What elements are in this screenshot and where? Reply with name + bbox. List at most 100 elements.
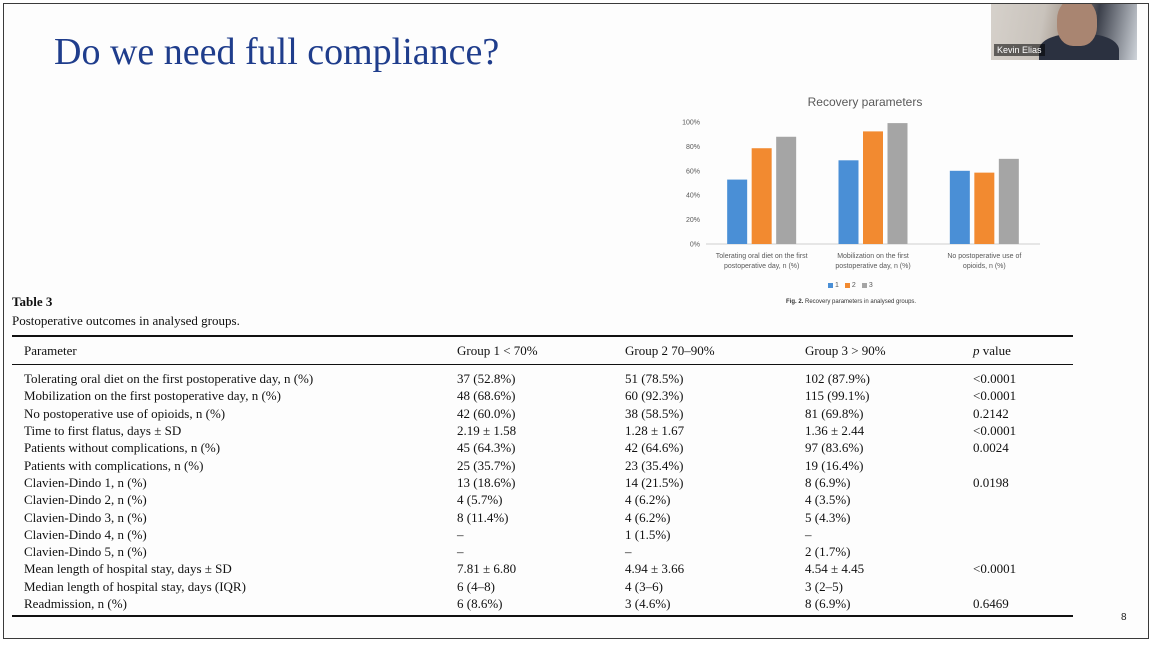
table-row: Patients with complications, n (%) 25 (35… <box>12 456 1073 473</box>
cell-group-2: 3 (4.6%) <box>625 596 671 611</box>
x-category-label: postoperative day, n (%) <box>835 263 910 270</box>
cell-p-value <box>961 508 1073 525</box>
chart-title: Recovery parameters <box>807 95 923 109</box>
cell-group-2: 4.94 ± 3.66 <box>625 561 685 577</box>
cell-group-1: 48 (68.6%) <box>457 388 516 404</box>
cell-p-value <box>961 543 1073 560</box>
header-group-1: Group 1 < 70% <box>457 342 538 358</box>
table-row: Clavien-Dindo 3, n (%) 8 (11.4%) 4 (6.2%) 5… <box>12 508 1073 525</box>
cell-parameter: No postoperative use of opioids, n (%) <box>24 405 226 421</box>
cell-p-value <box>961 456 1073 473</box>
cell-group-2: 4 (3–6) <box>625 578 663 594</box>
cell-group-1: 6 (4–8) <box>457 578 495 594</box>
cell-group-2: 51 (78.5%) <box>625 371 684 387</box>
cell-p-value: 0.0198 <box>973 474 1009 490</box>
table-header-row: Parameter Group 1 < 70% Group 2 70–90% G… <box>12 340 1073 364</box>
cell-group-3: 81 (69.8%) <box>805 405 864 421</box>
table-row: Clavien-Dindo 5, n (%) – – 2 (1.7%) <box>12 543 1073 560</box>
cell-p-value: 0.2142 <box>973 405 1009 421</box>
cell-group-3: 8 (6.9%) <box>805 474 851 490</box>
x-category-label: postoperative day, n (%) <box>724 263 799 270</box>
table-row: No postoperative use of opioids, n (%) 42… <box>12 405 1073 422</box>
cell-group-2: 38 (58.5%) <box>625 405 684 421</box>
cell-group-1: 2.19 ± 1.58 <box>457 423 517 439</box>
x-category-label: Mobilization on the first <box>837 253 909 260</box>
cell-group-2: 42 (64.6%) <box>625 440 684 456</box>
cell-group-2: 23 (35.4%) <box>625 457 684 473</box>
y-tick-label: 80% <box>686 144 700 151</box>
page-number: 8 <box>1121 612 1127 623</box>
cell-p-value: <0.0001 <box>973 371 1017 387</box>
bar-series-1 <box>727 179 748 244</box>
header-p-value: p value <box>973 342 1011 358</box>
legend-swatch <box>861 283 867 288</box>
bar-series-3 <box>998 158 1019 244</box>
bar-series-2 <box>974 172 995 244</box>
table-row: Time to first flatus, days ± SD 2.19 ± 1.… <box>12 422 1073 439</box>
cell-group-2: 4 (6.2%) <box>625 492 671 508</box>
y-tick-label: 100% <box>682 120 700 127</box>
cell-p-value: <0.0001 <box>973 388 1017 404</box>
cell-p-value: 0.6469 <box>973 596 1009 611</box>
cell-parameter: Patients without complications, n (%) <box>24 440 221 456</box>
cell-p-value <box>961 526 1073 543</box>
figure-caption-text: Recovery parameters in analysed groups. <box>805 299 917 305</box>
cell-parameter: Mean length of hospital stay, days ± SD <box>24 561 232 577</box>
cell-parameter: Tolerating oral diet on the first postop… <box>24 371 314 387</box>
table-row: Mobilization on the first postoperative … <box>12 387 1073 404</box>
table-row: Median length of hospital stay, days (IQ… <box>12 578 1073 595</box>
cell-group-3: 8 (6.9%) <box>805 596 851 611</box>
cell-group-1: 4 (5.7%) <box>457 492 503 508</box>
cell-group-2: 1 (1.5%) <box>625 526 671 542</box>
recovery-bar-chart: 0% 20% 40% 60% 80% 100% Tolerating oral diet o… <box>682 120 1040 270</box>
cell-group-2: 1.28 ± 1.67 <box>625 423 685 439</box>
bar-series-1 <box>949 170 970 244</box>
bar-series-2 <box>751 148 772 244</box>
chart-legend: 1 2 3 <box>828 282 873 289</box>
table-bottom-rule <box>12 615 1073 617</box>
cell-group-3: 2 (1.7%) <box>805 544 851 560</box>
cell-group-3: 115 (99.1%) <box>805 388 870 404</box>
cell-parameter: Patients with complications, n (%) <box>24 457 204 473</box>
cell-parameter: Clavien-Dindo 2, n (%) <box>24 492 147 508</box>
table-row: Readmission, n (%) 6 (8.6%) 3 (4.6%) 8 (6.9… <box>12 595 1073 612</box>
cell-group-2: – <box>625 544 632 560</box>
cell-group-3: 5 (4.3%) <box>805 509 851 525</box>
cell-group-2: 4 (6.2%) <box>625 509 671 525</box>
outcomes-table: Parameter Group 1 < 70% Group 2 70–90% G… <box>12 340 1073 612</box>
table-top-rule <box>12 335 1073 337</box>
y-tick-label: 40% <box>686 193 700 200</box>
cell-parameter: Mobilization on the first postoperative … <box>24 388 281 404</box>
x-category-label: Tolerating oral diet on the first <box>716 253 808 260</box>
y-tick-label: 20% <box>686 217 700 224</box>
cell-group-1: – <box>457 544 464 560</box>
cell-group-3: 19 (16.4%) <box>805 457 864 473</box>
table-header-rule <box>12 364 1073 365</box>
legend-label: 1 <box>835 282 839 289</box>
y-tick-label: 60% <box>686 168 700 175</box>
cell-parameter: Clavien-Dindo 1, n (%) <box>24 474 147 490</box>
legend-swatch <box>828 283 833 288</box>
participant-name: Kevin Elias <box>994 44 1045 56</box>
bar-series-3 <box>887 123 908 244</box>
cell-p-value <box>961 578 1073 595</box>
table-row: Patients without complications, n (%) 45 … <box>12 439 1073 456</box>
cell-group-1: – <box>457 526 464 542</box>
participant-avatar <box>1057 4 1097 46</box>
cell-group-3: 97 (83.6%) <box>805 440 864 456</box>
figure-caption-label: Fig. 2. <box>786 299 804 305</box>
cell-group-3: 102 (87.9%) <box>805 371 870 387</box>
cell-parameter: Clavien-Dindo 3, n (%) <box>24 509 147 525</box>
bar-series-3 <box>776 136 797 244</box>
legend-label: 3 <box>868 282 873 289</box>
bar-series-2 <box>863 131 883 244</box>
figure-caption: Fig. 2. Recovery parameters in analysed … <box>786 299 916 305</box>
table-caption: Postoperative outcomes in analysed group… <box>12 313 240 328</box>
participant-video-tile[interactable]: Kevin Elias <box>991 4 1137 60</box>
cell-group-1: 7.81 ± 6.80 <box>457 561 517 577</box>
cell-group-3: 4.54 ± 4.45 <box>805 561 865 577</box>
table-row: Tolerating oral diet on the first postop… <box>12 364 1073 387</box>
table-row: Mean length of hospital stay, days ± SD 7… <box>12 560 1073 577</box>
cell-group-1: 6 (8.6%) <box>457 596 503 611</box>
cell-p-value: 0.0024 <box>973 440 1009 456</box>
